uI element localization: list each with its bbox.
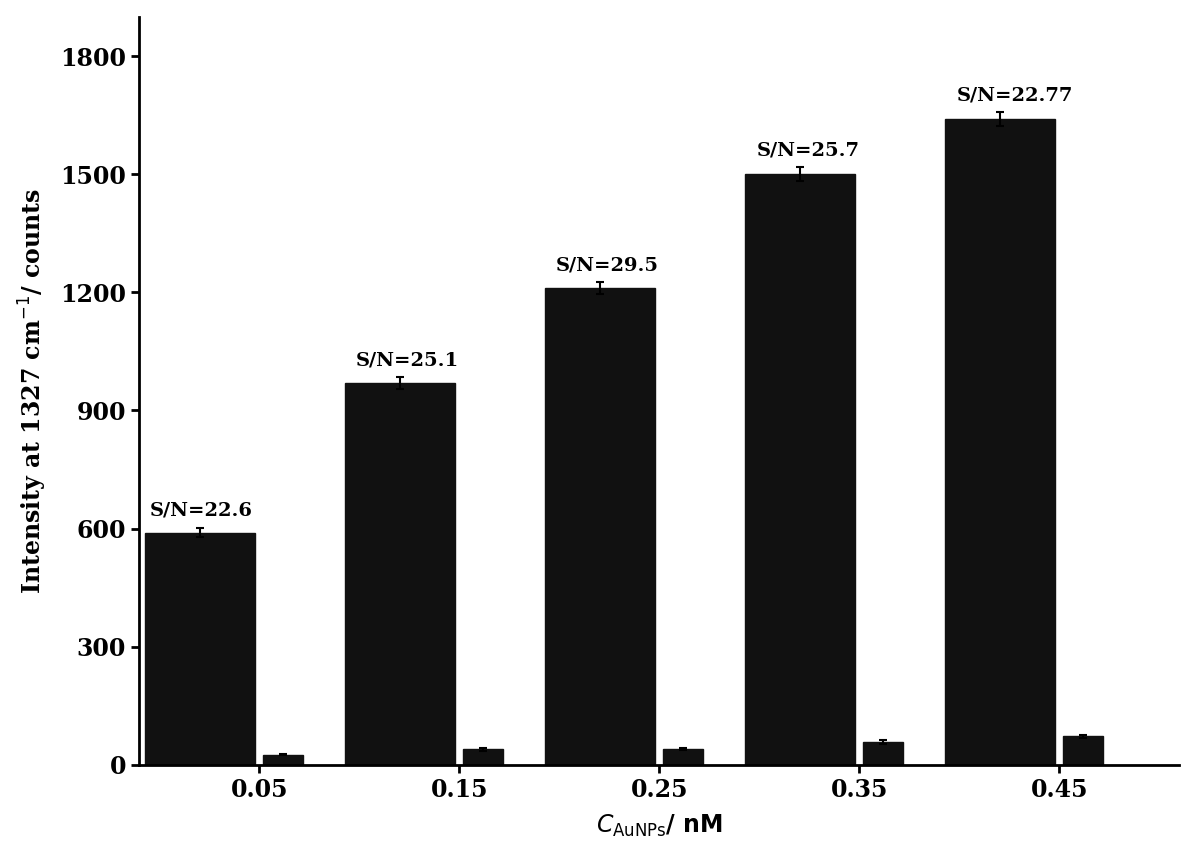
Bar [145,532,255,764]
Text: S/N=22.6: S/N=22.6 [151,502,254,520]
Bar [945,119,1055,764]
Text: S/N=25.1: S/N=25.1 [356,351,459,369]
Bar [463,750,504,764]
Text: S/N=29.5: S/N=29.5 [556,257,659,275]
X-axis label: $C_{\mathrm{AuNPs}}$/ nM: $C_{\mathrm{AuNPs}}$/ nM [596,813,722,840]
Y-axis label: Intensity at 1327 cm$^{-1}$/ counts: Intensity at 1327 cm$^{-1}$/ counts [17,187,49,594]
Bar [864,742,903,764]
Text: S/N=22.77: S/N=22.77 [957,86,1073,104]
Bar [664,749,703,764]
Bar [263,755,304,764]
Bar [1063,736,1104,764]
Bar [346,383,456,764]
Bar [745,174,855,764]
Bar [545,288,655,764]
Text: S/N=25.7: S/N=25.7 [756,141,859,159]
